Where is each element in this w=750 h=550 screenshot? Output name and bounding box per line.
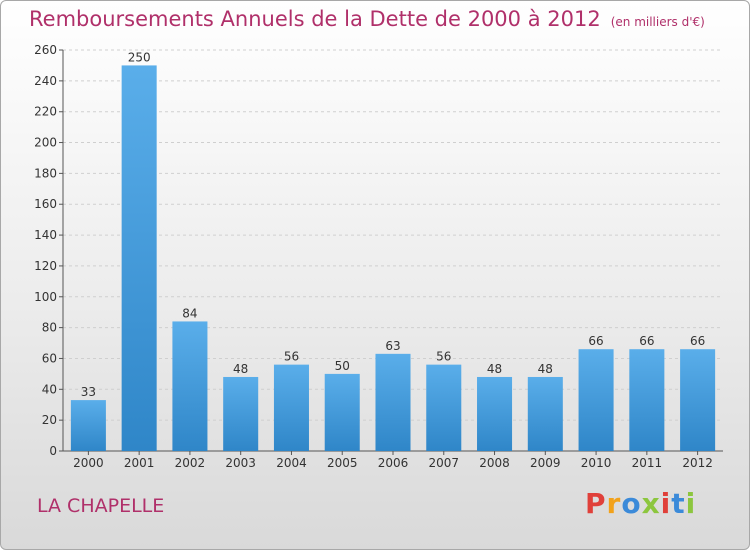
data-label: 250 bbox=[128, 50, 151, 64]
data-label: 48 bbox=[487, 362, 502, 376]
y-tick-label: 60 bbox=[42, 351, 57, 365]
logo-letter: x bbox=[641, 487, 661, 520]
logo-letter: t bbox=[671, 487, 686, 520]
logo-letter: i bbox=[660, 487, 672, 520]
bar-2005 bbox=[324, 373, 360, 451]
logo-letter: i bbox=[685, 487, 697, 520]
data-labels: 33 250 84 48 56 50 63 56 48 48 66 66 66 bbox=[81, 50, 706, 399]
y-tick-label: 200 bbox=[34, 136, 57, 150]
y-tick-label: 40 bbox=[42, 382, 57, 396]
x-tick-label: 2003 bbox=[225, 456, 256, 470]
x-tick-label: 2002 bbox=[175, 456, 206, 470]
x-tick-label: 2008 bbox=[479, 456, 510, 470]
data-label: 84 bbox=[182, 306, 197, 320]
y-tick-label: 20 bbox=[42, 413, 57, 427]
x-tick-label: 2012 bbox=[682, 456, 713, 470]
x-tick-label: 2001 bbox=[124, 456, 155, 470]
y-tick-label: 120 bbox=[34, 259, 57, 273]
logo-letter: P bbox=[585, 487, 607, 520]
x-tick-label: 2000 bbox=[73, 456, 104, 470]
y-tick-label: 0 bbox=[49, 444, 57, 458]
bar-2011 bbox=[629, 349, 665, 451]
chart-title: Remboursements Annuels de la Dette de 20… bbox=[29, 7, 705, 31]
data-label: 66 bbox=[690, 334, 705, 348]
data-label: 48 bbox=[233, 362, 248, 376]
y-tick-label: 220 bbox=[34, 105, 57, 119]
data-label: 66 bbox=[639, 334, 654, 348]
title-text: Remboursements Annuels de la Dette de 20… bbox=[29, 7, 601, 31]
bar-2012 bbox=[680, 349, 716, 451]
bars bbox=[70, 65, 716, 451]
bar-2004 bbox=[273, 364, 309, 451]
y-tick-label: 240 bbox=[34, 74, 57, 88]
bar-2010 bbox=[578, 349, 614, 451]
proxiti-logo: Proxiti bbox=[585, 487, 696, 520]
x-tick-label: 2011 bbox=[632, 456, 663, 470]
y-tick-label: 160 bbox=[34, 197, 57, 211]
bar-2006 bbox=[375, 353, 411, 451]
data-label: 63 bbox=[385, 339, 400, 353]
y-tick-label: 140 bbox=[34, 228, 57, 242]
x-tick-label: 2010 bbox=[581, 456, 612, 470]
bar-2009 bbox=[527, 376, 563, 451]
x-tick-label: 2007 bbox=[428, 456, 459, 470]
data-label: 33 bbox=[81, 385, 96, 399]
y-tick-label: 260 bbox=[34, 43, 57, 57]
x-tick-label: 2006 bbox=[378, 456, 409, 470]
title-unit: (en milliers d'€) bbox=[610, 15, 705, 29]
data-label: 48 bbox=[538, 362, 553, 376]
y-tick-label: 100 bbox=[34, 290, 57, 304]
x-tick-label: 2009 bbox=[530, 456, 561, 470]
commune-name: LA CHAPELLE bbox=[37, 495, 165, 517]
bar-2008 bbox=[477, 376, 513, 451]
y-tick-label: 180 bbox=[34, 166, 57, 180]
bar-2001 bbox=[121, 65, 157, 451]
data-label: 50 bbox=[335, 359, 350, 373]
bar-2002 bbox=[172, 321, 208, 451]
logo-letter: r bbox=[606, 487, 622, 520]
y-tick-label: 80 bbox=[42, 321, 57, 335]
logo-letter: o bbox=[621, 487, 642, 520]
x-tick-label: 2004 bbox=[276, 456, 307, 470]
bar-2000 bbox=[70, 400, 106, 451]
x-tick-label: 2005 bbox=[327, 456, 358, 470]
data-label: 56 bbox=[284, 350, 299, 364]
data-label: 56 bbox=[436, 350, 451, 364]
bar-2007 bbox=[426, 364, 462, 451]
bar-2003 bbox=[223, 376, 259, 451]
data-label: 66 bbox=[588, 334, 603, 348]
